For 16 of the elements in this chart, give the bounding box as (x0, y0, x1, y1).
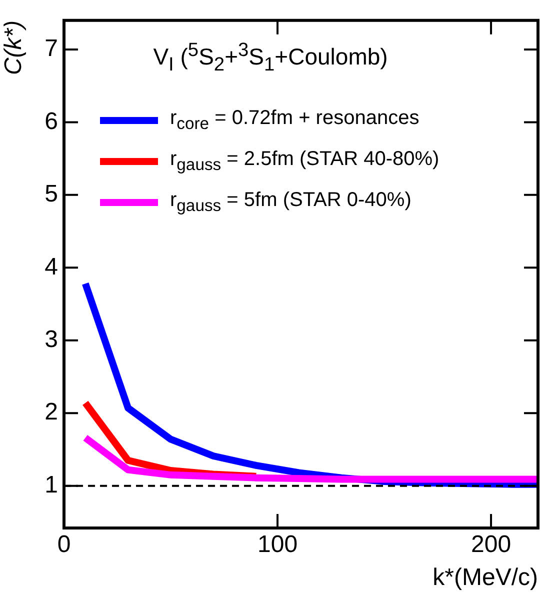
chart-title: V$_{I}$ ($^{5}$S$_{2}$+$^{3}$S$_{1}$+Coulomb) (153, 40, 388, 76)
legend-label: r$_{gauss}$ = 5fm (STAR 0-40%) (170, 189, 412, 216)
y-tick-label: 2 (44, 398, 58, 426)
x-tick-label: 200 (471, 531, 512, 558)
y-tick-label: 3 (44, 326, 58, 353)
legend-label: r$_{core}$ = 0.72fm + resonances (170, 107, 420, 134)
y-tick-label: 6 (44, 108, 58, 135)
y-tick-label: 5 (44, 180, 58, 208)
x-tick-label: 0 (57, 531, 71, 558)
y-tick-label: 4 (44, 253, 58, 280)
y-tick-label: 7 (44, 35, 58, 62)
x-tick-label: 100 (257, 531, 298, 558)
legend-label: r$_{gauss}$ = 2.5fm (STAR 40-80%) (170, 148, 440, 175)
x-axis-title: k*(MeV/c) (432, 564, 538, 592)
y-axis-title: C(k*) (0, 20, 28, 76)
y-tick-label: 1 (44, 471, 58, 498)
